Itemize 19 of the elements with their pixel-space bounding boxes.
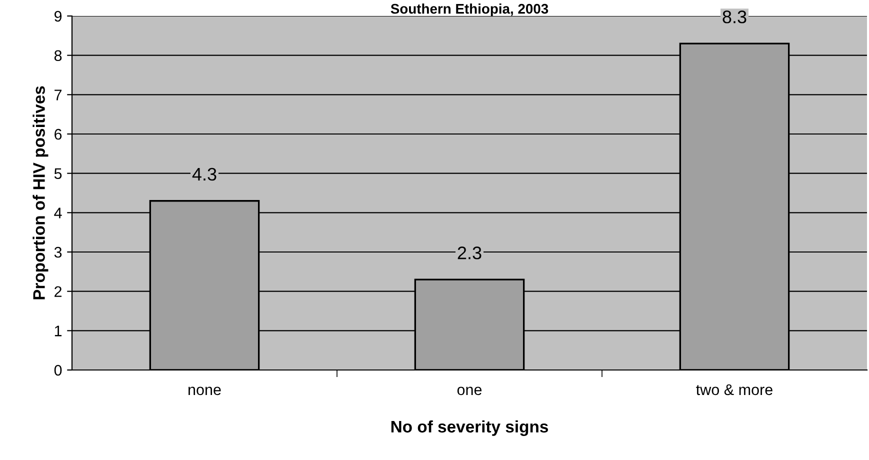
y-tick-label: 7: [54, 90, 62, 100]
x-axis-title: No of severity signs: [391, 420, 548, 436]
x-tick-label: one: [457, 386, 482, 396]
y-tick-label: 3: [54, 246, 62, 258]
data-label: 8.3: [722, 10, 746, 24]
x-tick-label: two & more: [696, 384, 772, 396]
y-tick-label: 9: [54, 10, 62, 22]
data-label: 2.3: [458, 246, 482, 260]
y-tick-label: 4: [54, 208, 62, 218]
y-tick-label: 0: [54, 364, 62, 376]
y-tick-label: 6: [54, 128, 62, 140]
y-tick-label: 8: [54, 50, 62, 62]
y-tick-label: 5: [54, 168, 62, 180]
y-tick-label: 1: [54, 326, 62, 336]
y-axis-title: Proportion of HIV positives: [32, 86, 48, 300]
chart-title: Southern Ethiopia, 2003: [390, 4, 548, 16]
y-tick-label: 2: [54, 286, 62, 297]
x-tick-label: none: [188, 386, 221, 396]
data-label: 4.3: [192, 168, 216, 181]
